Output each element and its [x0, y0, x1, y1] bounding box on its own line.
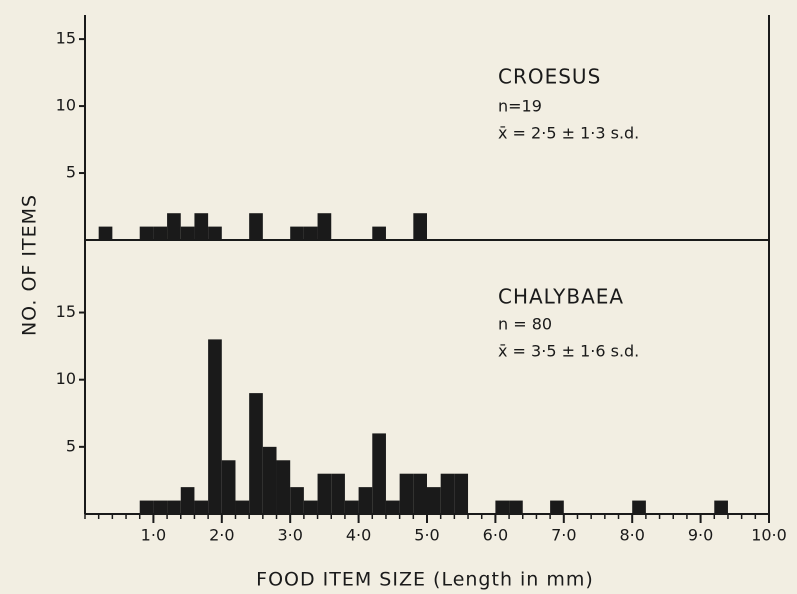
annotation: x̄ = 3·5 ± 1·6 s.d. — [498, 342, 639, 361]
bar — [208, 339, 222, 514]
bar — [153, 500, 168, 514]
bar — [276, 460, 291, 514]
y-axis-label: NO. OF ITEMS — [19, 194, 41, 336]
bar — [290, 487, 304, 514]
bar — [344, 500, 359, 514]
y-tick-label: 15 — [56, 29, 76, 48]
bar — [290, 226, 304, 240]
x-tick-label: 10·0 — [751, 526, 787, 545]
x-tick-label: 3·0 — [277, 526, 302, 545]
x-tick-label: 2·0 — [209, 526, 234, 545]
bar — [303, 500, 318, 514]
bar — [714, 500, 728, 514]
bar — [180, 487, 195, 514]
bar — [194, 500, 209, 514]
bar — [167, 500, 181, 514]
bar — [427, 487, 441, 514]
bar — [235, 500, 250, 514]
bar — [194, 213, 209, 240]
bar — [495, 500, 510, 514]
panel-title: CROESUS — [498, 65, 601, 89]
annotation: n = 80 — [498, 315, 552, 334]
bar — [249, 393, 263, 514]
x-tick-label: 6·0 — [483, 526, 508, 545]
bar — [98, 226, 113, 240]
y-tick-label: 5 — [66, 436, 76, 455]
bar — [372, 226, 386, 240]
bar — [317, 473, 332, 514]
bar — [632, 500, 646, 514]
bar — [413, 213, 427, 240]
annotation: x̄ = 2·5 ± 1·3 s.d. — [498, 124, 639, 143]
bar — [509, 500, 523, 514]
bar — [262, 446, 277, 514]
x-tick-label: 5·0 — [414, 526, 439, 545]
x-tick-label: 1·0 — [141, 526, 166, 545]
bar — [372, 433, 386, 514]
y-tick-label: 5 — [66, 163, 76, 182]
bar — [249, 213, 263, 240]
y-tick-label: 10 — [56, 369, 76, 388]
bar — [208, 226, 222, 240]
bar — [221, 460, 236, 514]
annotation: n=19 — [498, 97, 542, 116]
x-axis-label: FOOD ITEM SIZE (Length in mm) — [256, 569, 594, 591]
bar — [358, 487, 373, 514]
bar — [413, 473, 427, 514]
x-tick-label: 8·0 — [619, 526, 644, 545]
bar — [385, 500, 400, 514]
y-tick-label: 15 — [56, 302, 76, 321]
bar — [317, 213, 332, 240]
bar — [180, 226, 195, 240]
bar — [331, 473, 345, 514]
x-tick-label: 9·0 — [688, 526, 713, 545]
y-tick-label: 10 — [56, 96, 76, 115]
bar — [454, 473, 469, 514]
bar — [550, 500, 564, 514]
panel-title: CHALYBAEA — [498, 285, 624, 309]
bar — [139, 500, 154, 514]
bar — [440, 473, 455, 514]
x-tick-label: 4·0 — [346, 526, 371, 545]
bar — [399, 473, 414, 514]
bar — [303, 226, 318, 240]
bar — [153, 226, 168, 240]
x-tick-label: 7·0 — [551, 526, 576, 545]
bar — [139, 226, 154, 240]
bar — [167, 213, 181, 240]
